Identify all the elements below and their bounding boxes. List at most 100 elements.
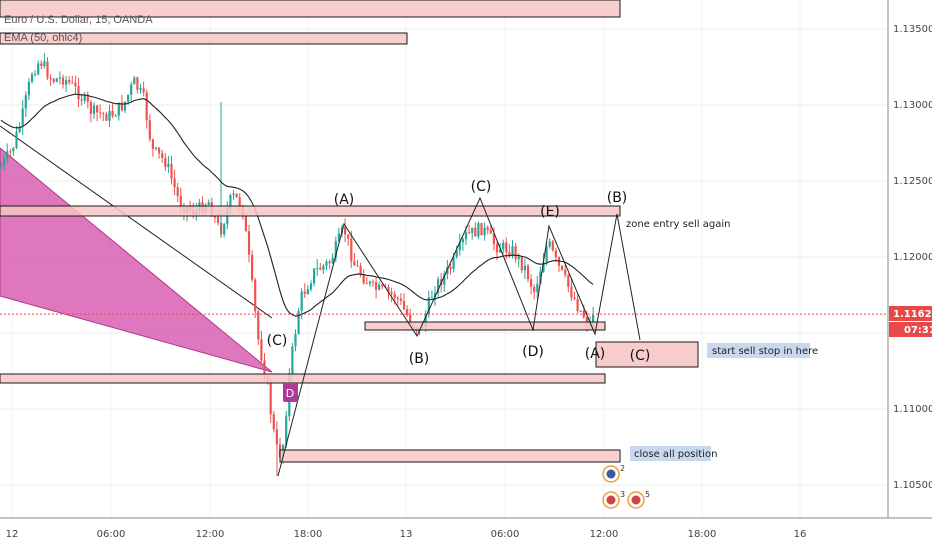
- zone-sell-entry[interactable]: [0, 205, 621, 217]
- candle-body: [142, 88, 145, 93]
- candle-body: [399, 298, 402, 301]
- candle-body: [309, 283, 313, 290]
- flag-icon: [606, 495, 616, 505]
- candle-body: [362, 274, 365, 284]
- x-tick-label: 12:00: [196, 529, 225, 540]
- flag-icon: [631, 495, 641, 505]
- x-tick-label: 12: [6, 529, 19, 540]
- candle-body: [548, 241, 551, 247]
- wave-path[interactable]: [277, 196, 641, 477]
- candle-body: [254, 279, 257, 312]
- zone-close-position[interactable]: [279, 449, 621, 463]
- candle-body: [331, 257, 334, 264]
- candle-body: [381, 284, 384, 287]
- candle-body: [303, 291, 306, 294]
- candle-body: [433, 293, 437, 298]
- wave-labels: (A) (C) (E) (B) (C) (B) (D) (A) (C): [267, 179, 651, 367]
- wave-label-c2: (C): [630, 348, 651, 364]
- y-tick-label: 1.10500: [893, 480, 932, 491]
- candle-body: [272, 414, 275, 430]
- candle-body: [114, 115, 117, 117]
- candle-body: [350, 238, 353, 262]
- candle-body: [173, 178, 176, 188]
- event-badge-3[interactable]: 5: [627, 490, 650, 509]
- zone-support[interactable]: [364, 321, 606, 331]
- candle-body: [375, 282, 378, 290]
- y-tick-label: 1.13000: [893, 100, 932, 111]
- candle-body: [334, 240, 337, 258]
- candle-body: [21, 108, 24, 127]
- pattern-d-marker[interactable]: [283, 383, 298, 402]
- event-badge-2[interactable]: 3: [602, 490, 625, 509]
- candle-body: [130, 84, 133, 95]
- candle-body: [573, 297, 576, 300]
- candle-body: [368, 281, 371, 284]
- candle-body: [207, 202, 210, 205]
- zone-sell-stop[interactable]: [595, 341, 699, 368]
- candle-body: [120, 102, 123, 111]
- last-price-tag: [889, 306, 932, 321]
- candle-body: [567, 274, 570, 287]
- candle-body: [582, 310, 585, 318]
- header-zone[interactable]: [0, 0, 621, 18]
- candle-body: [359, 266, 362, 275]
- candle-body: [37, 63, 40, 75]
- candle-body: [406, 309, 409, 315]
- candle-body: [526, 265, 530, 280]
- candle-body: [12, 147, 15, 152]
- candle-body: [365, 283, 368, 285]
- candle-body: [167, 163, 170, 168]
- candle-body: [468, 232, 471, 234]
- wave-label-c0: (C): [267, 333, 288, 349]
- candle-body: [111, 111, 114, 117]
- x-tick-label: 06:00: [491, 529, 520, 540]
- trend-line[interactable]: [0, 125, 273, 319]
- candle-body: [570, 286, 573, 298]
- candle-body: [40, 63, 43, 66]
- candle-body: [151, 139, 154, 149]
- symbol-title: Euro / U.S. Dollar, 15, OANDA: [4, 14, 153, 26]
- candle-body: [269, 383, 272, 415]
- candle-body: [316, 267, 319, 269]
- time-axis[interactable]: 12 06:00 12:00 18:00 13 06:00 12:00 18:00 16: [6, 529, 807, 540]
- candle-body: [480, 223, 483, 236]
- candle-body: [520, 256, 523, 271]
- harmonic-wedge[interactable]: [0, 147, 273, 373]
- candle-body: [489, 229, 492, 234]
- event-badge-1[interactable]: 2: [602, 464, 625, 483]
- indicator-zone[interactable]: [0, 32, 408, 45]
- candle-body: [145, 92, 148, 121]
- wave-label-a1: (A): [334, 192, 355, 208]
- candle-body: [117, 102, 120, 116]
- y-tick-label: 1.12000: [893, 252, 932, 263]
- candle-body: [24, 95, 27, 109]
- candle-body: [300, 291, 303, 312]
- candle-body: [539, 271, 542, 284]
- candle-body: [461, 239, 464, 243]
- indicator-title: EMA (50, ohlc4): [4, 32, 82, 44]
- candle-body: [170, 163, 173, 179]
- candle-body: [0, 166, 3, 168]
- x-tick-label: 06:00: [97, 529, 126, 540]
- candle-body: [275, 429, 278, 445]
- callout-sell-stop-bg: [707, 343, 810, 358]
- candle-body: [127, 94, 130, 102]
- candle-body: [390, 292, 393, 294]
- candle-body: [337, 233, 340, 241]
- candle-body: [158, 147, 161, 154]
- candle-body: [306, 289, 309, 294]
- candle-body: [533, 286, 536, 293]
- candle-body: [424, 314, 427, 327]
- candle-body: [105, 114, 108, 121]
- ema-line: [0, 93, 594, 317]
- note-zone-entry: zone entry sell again: [626, 219, 730, 230]
- candle-body: [452, 256, 455, 270]
- x-tick-label: 18:00: [688, 529, 717, 540]
- candle-body: [83, 94, 86, 101]
- wave-label-d: (D): [522, 344, 544, 360]
- candle-body: [77, 86, 80, 100]
- y-tick-label: 1.13500: [893, 24, 932, 35]
- candle-body: [449, 267, 452, 270]
